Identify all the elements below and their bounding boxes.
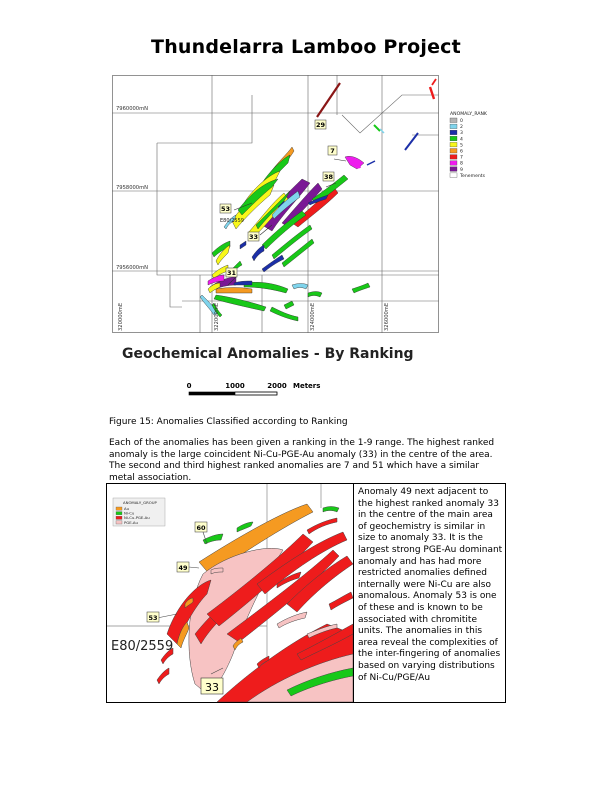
map-subtitle: Geochemical Anomalies - By Ranking: [122, 346, 414, 362]
legend-label: 8: [460, 161, 463, 167]
figure-caption: Figure 15: Anomalies Classified accordin…: [109, 417, 348, 427]
legend-label: 2: [460, 124, 463, 130]
legend-swatch: [449, 172, 458, 178]
inset-tenement-label: E80/2559: [111, 639, 173, 654]
scale-tick-0: 0: [187, 382, 192, 390]
easting-label: 322000mE: [214, 303, 220, 331]
anomaly-label-31: 31: [227, 269, 237, 277]
body-paragraph: Each of the anomalies has been given a r…: [109, 438, 495, 483]
anomaly-label-53: 53: [221, 205, 230, 213]
inset-legend-swatch: [115, 511, 123, 515]
inset-legend-label: Ni-Cu-PGE-Au: [124, 515, 150, 520]
inset-legend-swatch: [115, 506, 123, 511]
inset-anomaly-label-33: 33: [205, 681, 219, 694]
legend-swatch: [449, 142, 458, 148]
easting-label: 326000mE: [384, 303, 390, 331]
legend-swatch: [449, 117, 458, 123]
scale-unit: Meters: [293, 382, 320, 390]
legend-label: 5: [460, 142, 463, 148]
legend-swatch: [449, 148, 458, 154]
legend-swatch: [449, 136, 458, 141]
inset-legend-label: Ni-Cu: [124, 511, 135, 516]
legend-label: Tenements: [459, 173, 486, 179]
inset-legend-swatch: [115, 520, 123, 525]
legend-label: 4: [460, 136, 463, 142]
northing-label: 7960000mN: [116, 106, 148, 112]
scale-tick-1000: 1000: [225, 382, 245, 390]
scale-tick-2000: 2000: [267, 382, 287, 390]
anomaly-label-33: 33: [249, 233, 258, 241]
inset-anomaly-label-49: 49: [178, 564, 188, 572]
inset-description: Anomaly 49 next adjacent to the highest …: [358, 487, 503, 683]
anomaly-ranking-map: 29 7 38 53 33 31 E80/2559 7960000mN 7958…: [112, 75, 488, 333]
legend-label: 6: [460, 149, 463, 155]
northing-label: 7956000mN: [116, 265, 148, 271]
legend-swatch: [449, 166, 458, 172]
anomaly-label-38: 38: [324, 173, 334, 181]
scale-bar: 0 1000 2000 Meters: [187, 382, 320, 396]
legend-swatch: [449, 154, 458, 160]
inset-legend-swatch: [115, 516, 123, 520]
legend-swatch: [449, 123, 458, 129]
tenement-label: E80/2559: [220, 218, 244, 224]
inset-legend-label: Au: [124, 506, 130, 511]
easting-label: 324000mE: [310, 303, 316, 331]
legend-label: 3: [460, 130, 463, 136]
inset-legend-title: ANOMALY_GROUP: [123, 500, 157, 505]
inset-anomaly-label-53: 53: [148, 614, 157, 622]
inset-legend-label: PGE-Au: [124, 520, 139, 525]
inset-anomaly-label-60: 60: [196, 524, 206, 532]
anomaly-label-29: 29: [316, 121, 326, 129]
legend-label: 7: [460, 155, 463, 161]
legend-swatch: [449, 160, 458, 166]
anomaly-cluster: [199, 146, 371, 322]
easting-label: 320000mE: [118, 303, 124, 331]
anomaly-label-7: 7: [330, 147, 335, 155]
northing-label: 7958000mN: [116, 185, 148, 191]
page-title: Thundelarra Lamboo Project: [151, 36, 461, 58]
inset-table: ANOMALY_GROUP Au Ni-Cu Ni-Cu-PGE-Au PGE-Au: [106, 483, 506, 703]
legend-label: 9: [460, 167, 463, 173]
legend-label: 0: [460, 118, 463, 124]
legend-title: ANOMALY_RANK: [450, 111, 488, 117]
legend-swatch: [449, 130, 458, 135]
